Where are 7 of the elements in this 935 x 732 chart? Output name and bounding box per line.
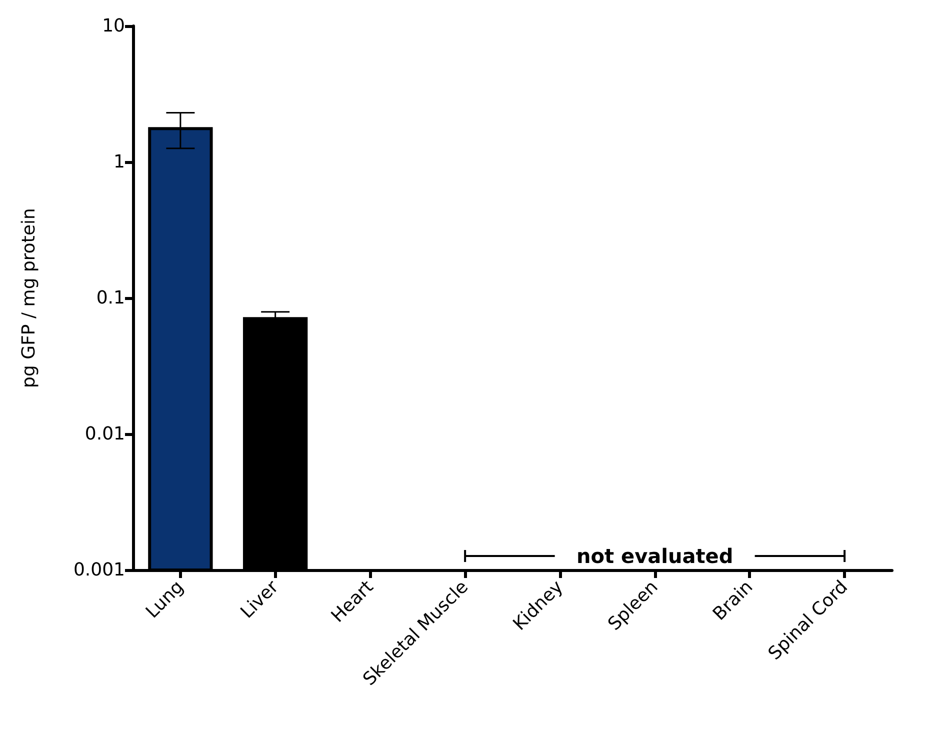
y-tick-label: 0.001: [73, 560, 125, 580]
y-tick-label: 10: [102, 16, 125, 36]
y-axis-title: pg GFP / mg protein: [18, 208, 40, 388]
y-tick-label: 0.1: [96, 288, 125, 308]
annotation: not evaluated: [576, 544, 734, 568]
y-tick-label: 1: [114, 152, 125, 172]
y-tick-label: 0.01: [84, 424, 125, 444]
